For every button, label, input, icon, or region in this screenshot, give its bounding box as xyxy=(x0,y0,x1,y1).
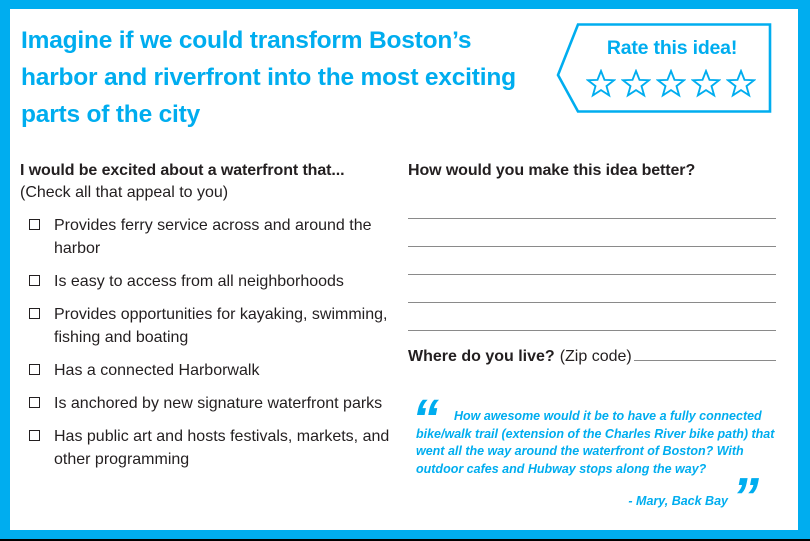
checklist-section: I would be excited about a waterfront th… xyxy=(20,160,400,481)
star-rating[interactable] xyxy=(586,69,756,98)
checklist-option-harborwalk[interactable]: Has a connected Harborwalk xyxy=(20,359,400,382)
checklist-option-recreation[interactable]: Provides opportunities for kayaking, swi… xyxy=(20,303,400,349)
checklist-subtitle: (Check all that appeal to you) xyxy=(20,184,229,201)
star-outline-icon[interactable] xyxy=(586,69,616,98)
write-line[interactable] xyxy=(408,302,776,303)
checkbox[interactable] xyxy=(29,430,40,441)
testimonial-quote: “ How awesome would it be to have a full… xyxy=(410,392,780,524)
option-label: Provides opportunities for kayaking, swi… xyxy=(54,306,388,346)
improve-title: How would you make this idea better? xyxy=(408,162,696,179)
star-outline-icon[interactable] xyxy=(621,69,651,98)
star-outline-icon[interactable] xyxy=(691,69,721,98)
zip-label: Where do you live? xyxy=(408,348,555,365)
checklist-options: Provides ferry service across and around… xyxy=(20,214,400,471)
improve-writing-area[interactable] xyxy=(408,218,776,358)
checkbox[interactable] xyxy=(29,275,40,286)
star-outline-icon[interactable] xyxy=(656,69,686,98)
option-label: Is easy to access from all neighborhoods xyxy=(54,273,344,290)
option-label: Has public art and hosts festivals, mark… xyxy=(54,428,390,468)
zip-row: Where do you live? (Zip code) xyxy=(408,342,776,368)
checkbox[interactable] xyxy=(29,308,40,319)
write-line[interactable] xyxy=(408,218,776,219)
close-quote-icon: ” xyxy=(732,467,759,527)
option-label: Is anchored by new signature waterfront … xyxy=(54,395,383,412)
write-line[interactable] xyxy=(408,274,776,275)
checklist-title: I would be excited about a waterfront th… xyxy=(20,162,345,179)
checkbox[interactable] xyxy=(29,364,40,375)
checkbox[interactable] xyxy=(29,219,40,230)
card-body xyxy=(10,9,798,530)
headline: Imagine if we could transform Boston’s h… xyxy=(21,27,516,128)
checklist-option-parks[interactable]: Is anchored by new signature waterfront … xyxy=(20,392,400,415)
zip-code-field[interactable] xyxy=(633,342,776,361)
checklist-option-ferry[interactable]: Provides ferry service across and around… xyxy=(20,214,400,260)
quote-attribution: - Mary, Back Bay xyxy=(628,494,728,508)
badge-arrow-frame xyxy=(556,23,772,113)
checklist-option-public-art[interactable]: Has public art and hosts festivals, mark… xyxy=(20,425,400,471)
quote-text: How awesome would it be to have a fully … xyxy=(416,409,775,476)
option-label: Has a connected Harborwalk xyxy=(54,362,260,379)
checkbox[interactable] xyxy=(29,397,40,408)
feedback-section: How would you make this idea better? Whe… xyxy=(408,160,776,365)
checklist-option-access[interactable]: Is easy to access from all neighborhoods xyxy=(20,270,400,293)
option-label: Provides ferry service across and around… xyxy=(54,217,372,257)
rating-badge: Rate this idea! xyxy=(548,23,772,113)
rating-title: Rate this idea! xyxy=(606,37,738,59)
write-line[interactable] xyxy=(408,246,776,247)
write-line[interactable] xyxy=(408,330,776,331)
star-outline-icon[interactable] xyxy=(726,69,756,98)
zip-hint: (Zip code) xyxy=(559,348,632,365)
